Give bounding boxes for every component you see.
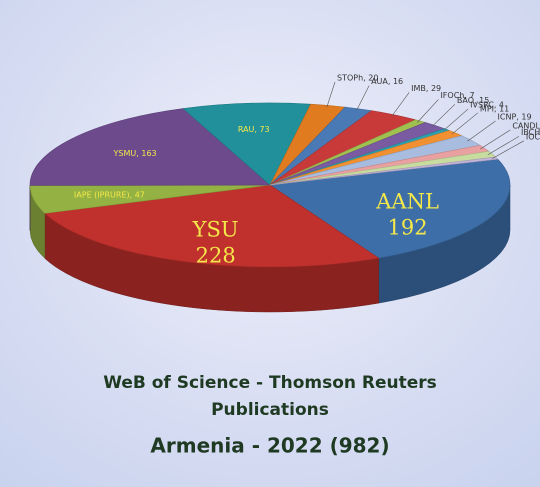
- slice-label-value: 228: [196, 243, 236, 267]
- slice-label: MPI, 11: [480, 104, 509, 113]
- slice-label: ICNP, 19: [498, 113, 532, 122]
- chart-title: WeB of Science - Thomson Reuters: [103, 373, 437, 393]
- slice-label: RAU, 73: [238, 125, 270, 134]
- slice: [269, 158, 511, 259]
- slice-label: IOCH, 4: [526, 132, 540, 141]
- slice-label: IVSRC, 4: [470, 100, 504, 109]
- leader-line: [431, 104, 456, 127]
- slice-label: AANL 192: [375, 189, 439, 239]
- slice-label: AUA, 16: [371, 77, 403, 86]
- leader-line: [391, 92, 410, 117]
- slice: [44, 184, 380, 268]
- slice: [182, 102, 312, 186]
- slice-label: BAO, 15: [457, 96, 489, 105]
- leader-line: [480, 129, 511, 150]
- slice-label: IMB, 29: [411, 84, 441, 93]
- slice-label-name: YSU: [192, 217, 239, 241]
- slice-label: STOPh, 20: [337, 73, 378, 82]
- slice-label: IBCH, 10: [521, 128, 540, 137]
- leader-line: [356, 85, 370, 111]
- slice-label-value: 192: [388, 215, 428, 239]
- chart-subtitle: Publications: [211, 400, 329, 420]
- slice-label: IAPE (IPRURE), 47: [74, 190, 145, 199]
- slice: [29, 108, 271, 186]
- leader-line: [443, 108, 469, 131]
- leader-line: [326, 81, 336, 108]
- leader-line: [491, 140, 525, 159]
- leader-line: [417, 99, 439, 123]
- slice-labels: AANL 192 YSU 228 IAPE (IPRURE), 47 YSMU, 163 R…: [74, 73, 540, 266]
- slice-tops: [29, 102, 511, 268]
- leader-line: [467, 120, 496, 142]
- slice-label: YSMU, 163: [113, 149, 157, 158]
- leader-line: [487, 136, 520, 155]
- slice-label-name: AANL: [375, 189, 439, 213]
- slice-label: YSU 228: [192, 217, 239, 267]
- slice-label: CANDLE, 11: [512, 121, 540, 130]
- chart-footer: Armenia - 2022 (982): [150, 434, 389, 458]
- slice-label: IFOCh, 7: [440, 91, 474, 100]
- pie: AANL 192 YSU 228 IAPE (IPRURE), 47 YSMU, 163 R…: [29, 73, 540, 313]
- leader-line: [451, 112, 479, 135]
